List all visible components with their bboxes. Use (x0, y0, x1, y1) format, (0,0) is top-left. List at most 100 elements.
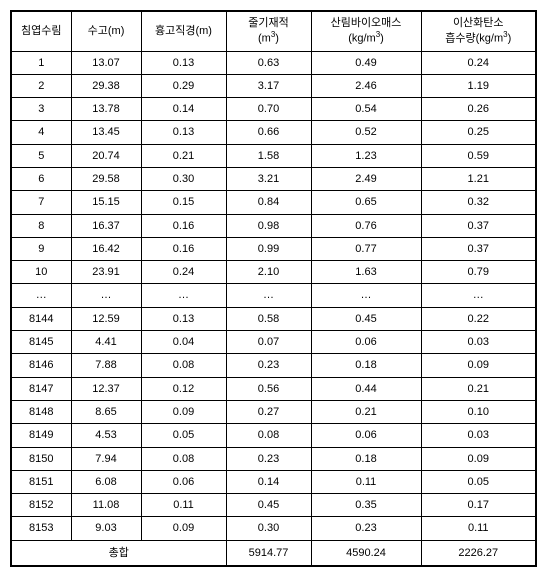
total-cell: 5914.77 (226, 540, 311, 566)
table-cell: 0.59 (421, 144, 536, 167)
table-cell: 0.13 (141, 51, 226, 74)
table-cell: 0.05 (141, 424, 226, 447)
table-cell: 9 (11, 237, 71, 260)
table-cell: 0.21 (141, 144, 226, 167)
total-row: 총합5914.774590.242226.27 (11, 540, 536, 566)
table-cell: 0.09 (421, 354, 536, 377)
table-cell: 3 (11, 98, 71, 121)
table-cell: 0.23 (226, 354, 311, 377)
table-cell: 0.08 (226, 424, 311, 447)
table-cell: … (226, 284, 311, 307)
table-cell: 13.07 (71, 51, 141, 74)
table-cell: 0.13 (141, 121, 226, 144)
table-cell: 1 (11, 51, 71, 74)
table-row: 413.450.130.660.520.25 (11, 121, 536, 144)
table-cell: 20.74 (71, 144, 141, 167)
total-cell: 4590.24 (311, 540, 421, 566)
table-cell: 0.32 (421, 191, 536, 214)
table-cell: … (311, 284, 421, 307)
table-cell: 8148 (11, 400, 71, 423)
table-cell: 0.24 (141, 261, 226, 284)
table-cell: … (71, 284, 141, 307)
table-cell: … (141, 284, 226, 307)
table-cell: 0.65 (311, 191, 421, 214)
table-cell: 1.63 (311, 261, 421, 284)
table-cell: 0.27 (226, 400, 311, 423)
table-cell: 0.56 (226, 377, 311, 400)
column-header: 이산화탄소흡수량(kg/m3) (421, 11, 536, 51)
column-header: 침엽수림 (11, 11, 71, 51)
table-row: 816.370.160.980.760.37 (11, 214, 536, 237)
column-header: 줄기재적(m3) (226, 11, 311, 51)
table-cell: 0.21 (311, 400, 421, 423)
table-cell: 0.45 (311, 307, 421, 330)
table-cell: 29.38 (71, 74, 141, 97)
table-row: 81507.940.080.230.180.09 (11, 447, 536, 470)
table-cell: 0.04 (141, 331, 226, 354)
table-cell: 0.03 (421, 424, 536, 447)
table-cell: 4.53 (71, 424, 141, 447)
table-cell: 0.26 (421, 98, 536, 121)
table-cell: 5 (11, 144, 71, 167)
table-cell: 0.23 (311, 517, 421, 540)
table-cell: 16.42 (71, 237, 141, 260)
table-cell: 0.58 (226, 307, 311, 330)
table-cell: 0.06 (311, 424, 421, 447)
table-cell: 0.45 (226, 494, 311, 517)
table-cell: 16.37 (71, 214, 141, 237)
table-cell: 6.08 (71, 470, 141, 493)
table-header-row: 침엽수림수고(m)흉고직경(m)줄기재적(m3)산림바이오매스(kg/m3)이산… (11, 11, 536, 51)
table-cell: 7.94 (71, 447, 141, 470)
table-cell: 0.49 (311, 51, 421, 74)
table-cell: 9.03 (71, 517, 141, 540)
table-cell: 0.24 (421, 51, 536, 74)
table-cell: 0.76 (311, 214, 421, 237)
table-row: ……………… (11, 284, 536, 307)
table-cell: 0.08 (141, 447, 226, 470)
table-cell: 0.44 (311, 377, 421, 400)
table-cell: 0.03 (421, 331, 536, 354)
table-cell: 0.11 (311, 470, 421, 493)
table-cell: 0.52 (311, 121, 421, 144)
table-cell: 0.09 (141, 400, 226, 423)
table-cell: 0.06 (311, 331, 421, 354)
table-cell: 0.35 (311, 494, 421, 517)
table-cell: 0.08 (141, 354, 226, 377)
table-cell: 0.09 (421, 447, 536, 470)
table-cell: 13.78 (71, 98, 141, 121)
table-cell: 0.12 (141, 377, 226, 400)
table-row: 313.780.140.700.540.26 (11, 98, 536, 121)
table-cell: 0.30 (226, 517, 311, 540)
table-cell: 4 (11, 121, 71, 144)
table-cell: 2 (11, 74, 71, 97)
table-row: 113.070.130.630.490.24 (11, 51, 536, 74)
table-cell: 3.17 (226, 74, 311, 97)
table-row: 815211.080.110.450.350.17 (11, 494, 536, 517)
table-cell: 0.37 (421, 214, 536, 237)
table-row: 81494.530.050.080.060.03 (11, 424, 536, 447)
table-cell: 7 (11, 191, 71, 214)
table-cell: 8 (11, 214, 71, 237)
table-row: 715.150.150.840.650.32 (11, 191, 536, 214)
table-cell: 0.13 (141, 307, 226, 330)
table-cell: 0.05 (421, 470, 536, 493)
table-cell: 8147 (11, 377, 71, 400)
table-row: 81467.880.080.230.180.09 (11, 354, 536, 377)
table-cell: 0.18 (311, 354, 421, 377)
table-cell: 0.06 (141, 470, 226, 493)
table-cell: … (421, 284, 536, 307)
table-cell: 0.07 (226, 331, 311, 354)
table-cell: 1.19 (421, 74, 536, 97)
total-cell: 2226.27 (421, 540, 536, 566)
table-cell: 0.15 (141, 191, 226, 214)
table-cell: 2.49 (311, 167, 421, 190)
table-row: 520.740.211.581.230.59 (11, 144, 536, 167)
table-row: 916.420.160.990.770.37 (11, 237, 536, 260)
table-row: 814412.590.130.580.450.22 (11, 307, 536, 330)
table-cell: 0.10 (421, 400, 536, 423)
table-cell: 0.22 (421, 307, 536, 330)
table-row: 1023.910.242.101.630.79 (11, 261, 536, 284)
table-cell: 0.37 (421, 237, 536, 260)
table-cell: 0.63 (226, 51, 311, 74)
table-cell: 0.77 (311, 237, 421, 260)
